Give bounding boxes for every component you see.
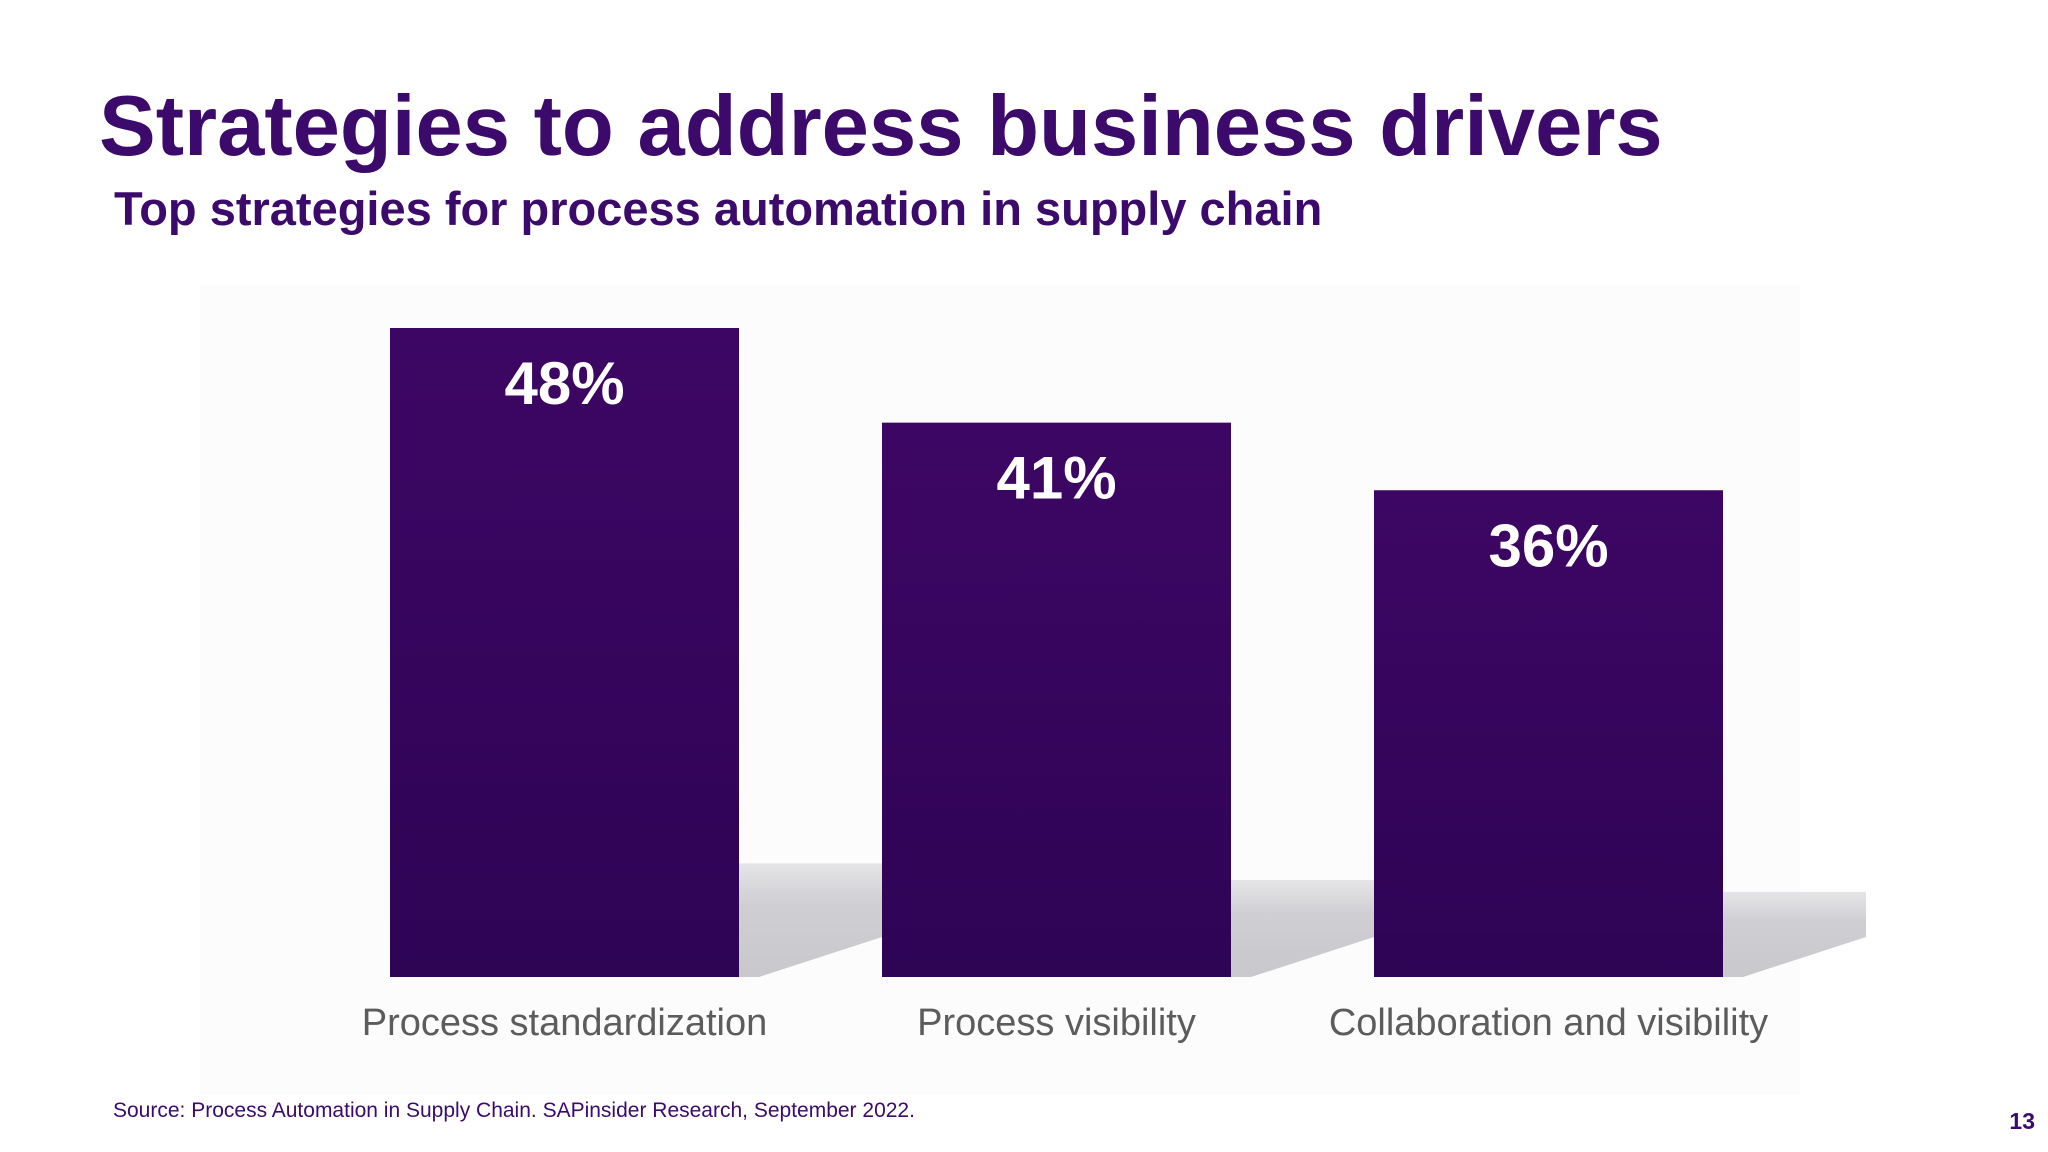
value-label-collaboration-and-visibility: 36% — [1488, 512, 1608, 579]
source-note: Source: Process Automation in Supply Cha… — [113, 1099, 915, 1122]
bar-process-standardization — [390, 328, 739, 977]
chart-subtitle: Top strategies for process automation in… — [114, 182, 1323, 235]
bar-shadow-process-standardization — [739, 863, 882, 977]
category-label-process-standardization: Process standardization — [362, 1002, 768, 1044]
bars — [390, 328, 1723, 977]
category-labels: Process standardization Process visibilit… — [362, 1002, 1768, 1044]
bar-shadow-process-visibility — [1231, 879, 1374, 977]
slide-title: Strategies to address business drivers — [99, 79, 1663, 174]
value-label-process-standardization: 48% — [504, 350, 624, 417]
bar-shadows — [739, 863, 1866, 977]
category-label-process-visibility: Process visibility — [917, 1002, 1196, 1044]
value-labels: 48% 41% 36% — [504, 350, 1608, 579]
category-label-collaboration-and-visibility: Collaboration and visibility — [1329, 1002, 1768, 1044]
value-label-process-visibility: 41% — [996, 445, 1116, 512]
bar-collaboration-and-visibility — [1374, 490, 1723, 977]
bar-process-visibility — [882, 422, 1231, 977]
page-number: 13 — [2009, 1108, 2035, 1134]
bar-shadow-collaboration-and-visibility — [1723, 891, 1866, 977]
